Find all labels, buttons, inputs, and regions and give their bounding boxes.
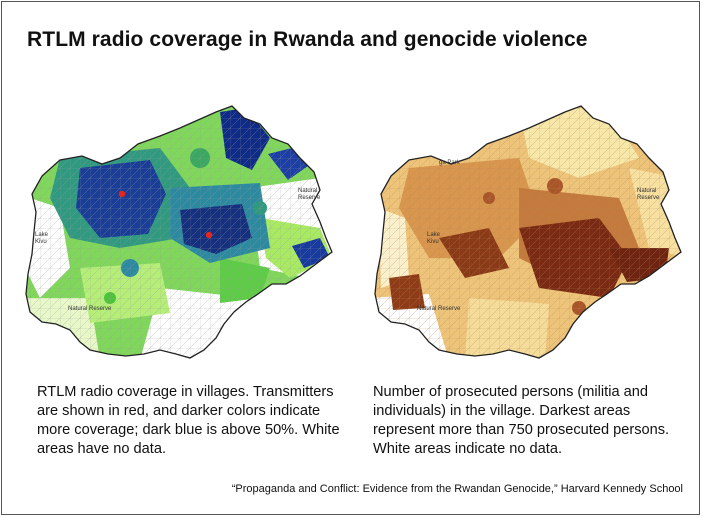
label-park: ga Park bbox=[439, 160, 461, 166]
prosecution-regions bbox=[375, 106, 681, 358]
radio-coverage-map: Natural Reserve Lake Kivu Natural Reserv… bbox=[25, 105, 333, 359]
label-lake-kivu: Lake Kivu bbox=[427, 232, 442, 245]
transmitter-marker bbox=[205, 231, 213, 239]
source-citation: “Propaganda and Conflict: Evidence from … bbox=[231, 483, 683, 495]
label-natural-reserve-east: Natural Reserve bbox=[298, 188, 321, 201]
coverage-regions bbox=[26, 106, 332, 358]
prosecutions-caption: Number of prosecuted persons (militia an… bbox=[373, 384, 670, 457]
label-natural-reserve-southwest: Natural Reserve bbox=[417, 306, 461, 312]
prosecutions-map: ga Park Natural Reserve Lake Kivu Natura… bbox=[374, 105, 682, 359]
transmitter-marker bbox=[118, 190, 126, 198]
radio-coverage-caption: RTLM radio coverage in villages. Transmi… bbox=[37, 384, 340, 457]
figure-title: RTLM radio coverage in Rwanda and genoci… bbox=[27, 28, 588, 51]
label-natural-reserve-southwest: Natural Reserve bbox=[68, 306, 112, 312]
label-lake-kivu: Lake Kivu bbox=[35, 232, 50, 245]
label-natural-reserve-east: Natural Reserve bbox=[637, 188, 660, 201]
